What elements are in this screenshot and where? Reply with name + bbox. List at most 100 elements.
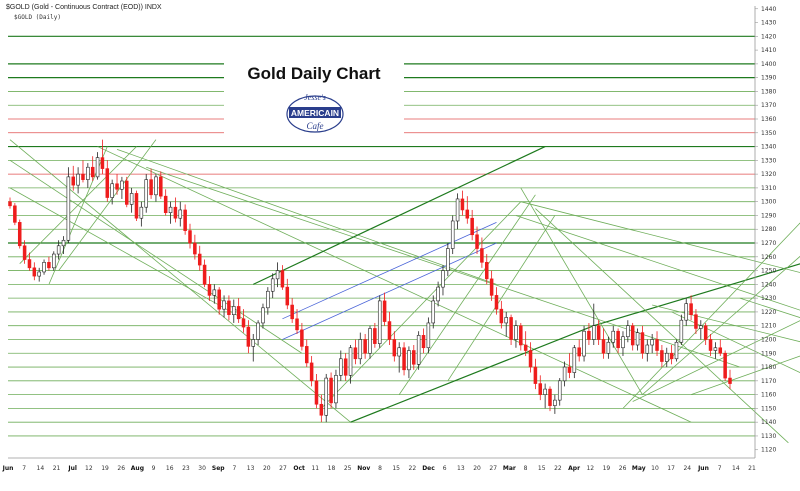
candle-body xyxy=(728,377,732,384)
candle xyxy=(499,300,504,329)
candle-body xyxy=(256,322,260,340)
y-tick-label: 1180 xyxy=(761,364,776,371)
candle-body xyxy=(183,209,187,231)
candle xyxy=(173,197,178,223)
candle xyxy=(484,254,489,285)
candle xyxy=(42,259,46,275)
candle-body xyxy=(596,325,601,340)
candle xyxy=(217,287,221,315)
candle-body xyxy=(124,180,129,205)
trend-line xyxy=(520,201,800,273)
x-tick-label: 15 xyxy=(538,465,546,472)
candle-body xyxy=(382,300,387,322)
candle-body xyxy=(227,300,231,315)
candle xyxy=(183,204,187,235)
y-tick-label: 1410 xyxy=(761,47,776,54)
trend-line xyxy=(97,146,692,423)
candle-body xyxy=(42,262,46,273)
candle-body xyxy=(207,284,212,296)
x-tick-label: 23 xyxy=(182,465,190,472)
candle xyxy=(718,339,723,357)
x-tick-label: 7 xyxy=(22,465,26,472)
candle xyxy=(616,328,620,354)
trend-line xyxy=(282,221,497,320)
candle xyxy=(382,292,387,326)
x-tick-label: 19 xyxy=(101,465,109,472)
candle xyxy=(708,333,713,357)
candle-body xyxy=(426,322,431,349)
candle-body xyxy=(611,330,616,343)
candle xyxy=(640,325,645,359)
candle-body xyxy=(679,319,684,343)
chart-period-line: $GOLD (Daily) xyxy=(14,14,61,21)
candle-body xyxy=(66,176,71,241)
candle-body xyxy=(523,344,528,351)
candle xyxy=(270,273,275,299)
candle xyxy=(509,314,513,345)
trend-line xyxy=(350,325,595,423)
candle xyxy=(421,328,426,354)
candle xyxy=(266,287,270,315)
x-tick-label: 22 xyxy=(409,465,417,472)
candle xyxy=(543,383,547,409)
candle-body xyxy=(392,339,397,357)
candle xyxy=(227,295,231,321)
candle-body xyxy=(56,245,61,255)
trend-line xyxy=(321,201,522,409)
candle-body xyxy=(275,270,280,280)
y-tick-label: 1130 xyxy=(761,433,776,440)
candle xyxy=(723,350,727,381)
x-tick-label: 10 xyxy=(651,465,659,472)
y-tick-label: 1190 xyxy=(761,350,776,357)
candle xyxy=(460,190,465,216)
candle-body xyxy=(105,168,110,198)
x-tick-label: 14 xyxy=(732,465,740,472)
candle-body xyxy=(86,166,90,180)
candle-body xyxy=(300,329,304,347)
candle-body xyxy=(81,173,85,180)
candle-body xyxy=(689,303,693,315)
candle xyxy=(324,373,328,423)
x-tick-label: Jun xyxy=(697,465,709,472)
candle xyxy=(212,284,217,304)
candle-body xyxy=(246,326,251,347)
candle xyxy=(441,265,445,296)
chart-symbol-line: $GOLD (Gold - Continuous Contract (EOD))… xyxy=(6,4,162,11)
trend-line xyxy=(9,187,244,320)
trend-line xyxy=(447,215,556,382)
candle-body xyxy=(562,366,567,382)
candle-body xyxy=(494,295,499,310)
candle xyxy=(533,358,538,390)
candle-body xyxy=(694,314,698,329)
candle xyxy=(587,322,591,345)
candle xyxy=(407,346,411,379)
candle xyxy=(149,168,153,199)
candle-body xyxy=(460,198,465,211)
candle xyxy=(699,320,703,340)
y-tick-label: 1440 xyxy=(761,6,776,13)
candle-body xyxy=(669,352,674,360)
candle xyxy=(713,342,718,359)
candle-body xyxy=(47,262,51,269)
candle-body xyxy=(436,286,440,302)
candle-body xyxy=(412,350,416,365)
x-tick-label: 13 xyxy=(247,465,255,472)
candle-body xyxy=(27,259,32,269)
candle xyxy=(689,295,693,321)
chart-title: Gold Daily Chart xyxy=(247,64,381,83)
candle xyxy=(601,328,606,359)
candle-body xyxy=(407,350,411,371)
candle-body xyxy=(664,352,669,362)
logo-top-text: Jesse's xyxy=(304,93,326,102)
y-tick-label: 1270 xyxy=(761,240,776,247)
candle-body xyxy=(441,270,445,288)
candle-body xyxy=(110,183,114,198)
candle-body xyxy=(504,317,508,324)
candle xyxy=(553,394,557,414)
candle xyxy=(679,314,684,345)
candle xyxy=(611,325,616,348)
x-tick-label: 27 xyxy=(279,465,287,472)
candle xyxy=(621,331,625,357)
candle xyxy=(392,331,397,362)
candle-body xyxy=(650,339,654,346)
